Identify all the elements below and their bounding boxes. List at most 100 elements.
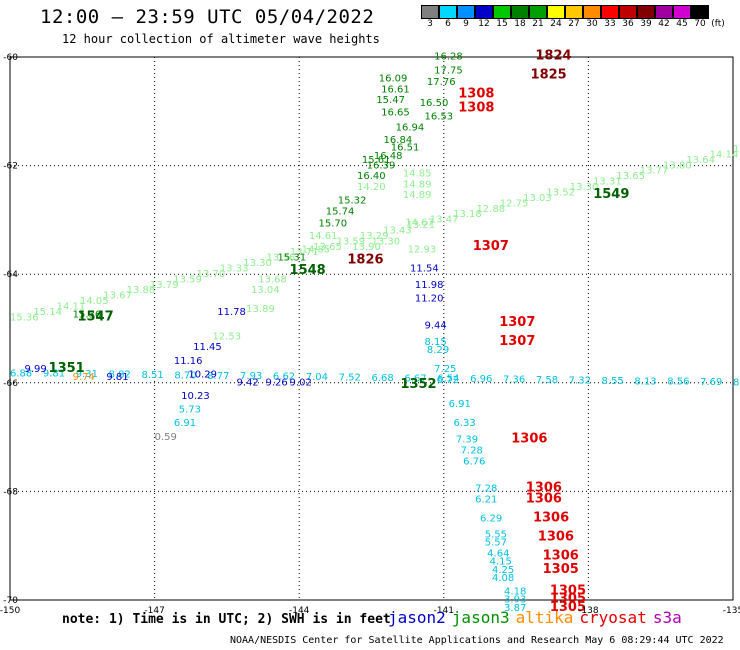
track-time-label: 1549 [593,187,629,202]
track-value-label: 13.52 [546,187,575,198]
track-value-label: 13.43 [383,225,412,236]
wave-height-label: 16.51 [391,142,420,153]
colorbar-label: 36 [622,19,634,29]
wave-height-label: 16.94 [396,122,425,133]
track-time-label: 1306 [533,510,569,525]
wave-height-label: 9.42 [237,378,259,389]
colorbar-swatch [601,5,619,19]
lat-tick-label: -70 [3,596,18,606]
page-subtitle: 12 hour collection of altimeter wave hei… [62,32,380,46]
track-value-label: 13.03 [523,193,552,204]
wave-height-label: 17.76 [427,77,456,88]
track-value-label: 13.77 [640,166,669,177]
wave-height-label: 16.61 [381,84,410,95]
track-value-label: 9.74 [73,372,95,383]
colorbar-swatch [529,5,547,19]
track-value-label: 13.29 [360,231,389,242]
track-time-label: 1352 [400,377,436,392]
wave-height-label: 16.40 [357,171,386,182]
track-value-label: 14.05 [80,296,109,307]
lon-tick-label: -147 [144,606,164,616]
wave-height-label: 13.89 [246,304,275,315]
track-value-label: 13.65 [313,242,342,253]
colorbar-label: 3 [427,19,433,29]
track-value-label: 8.56 [667,377,689,388]
wave-height-label: 7.28 [475,483,497,494]
colorbar-swatch [691,5,709,19]
wave-height-label: 16.48 [374,151,403,162]
track-value-label: 13.59 [337,236,366,247]
wave-height-label: 8.15 [425,337,447,348]
colorbar-swatch [493,5,511,19]
track-time-label: 1547 [77,309,113,324]
lat-tick-label: -68 [3,487,18,497]
wave-height-label: 16.50 [420,98,449,109]
colorbar-label: (ft) [711,19,725,29]
satellite-legend-item: jason2 [388,608,446,627]
lon-tick-label: -135 [723,606,740,616]
wave-height-label: 15.31 [278,253,307,264]
track-time-label: 1306 [526,491,562,506]
wave-height-label: 16.39 [367,160,396,171]
satellite-legend-item: jason3 [451,608,510,627]
track-value-label: 14.09 [733,144,740,155]
wave-height-label: 6.76 [463,456,485,467]
track-time-label: 1308 [458,100,494,115]
wave-height-label: 11.98 [415,280,444,291]
wave-height-label: 11.78 [217,307,246,318]
track-value-label: 13.31 [593,177,622,188]
wave-height-label: 9.02 [290,378,312,389]
wave-height-label: 3.93 [504,595,526,606]
colorbar-label: 27 [568,19,580,29]
track-value-label: 13.56 [267,253,296,264]
wave-height-label: 11.16 [174,356,203,367]
wave-height-label: 14.85 [403,168,432,179]
satellite-legend: jason2 jason3 altika cryosat s3a [388,608,688,627]
colorbar-label: 70 [694,19,706,29]
lat-tick-label: -62 [3,162,18,172]
track-labels: 15.3615.1414.1114.0513.6713.8813.7913.59… [10,144,740,388]
track-value-label: 13.30 [243,258,272,269]
wave-height-label: 6.21 [475,494,497,505]
track-value-label: 8.08 [733,378,740,389]
colorbar-swatch [619,5,637,19]
lon-tick-label: -138 [578,606,599,616]
wave-height-label: 14.85 [302,244,331,255]
track-value-label: 13.65 [616,171,645,182]
wave-height-label: 14.20 [357,182,386,193]
wave-height-label: 16.53 [425,111,454,122]
wave-height-label: 15.61 [362,155,391,166]
wave-height-label: 11.45 [193,342,222,353]
colorbar-labels: 3 6 9 12 15 18 21 24 27 30 33 36 39 42 45 70 (ft) [421,19,727,29]
track-value-label: 13.21 [406,220,435,231]
satellite-legend-item: s3a [652,608,682,627]
colorbar-label: 33 [604,19,616,29]
wave-height-label: 6.33 [453,418,475,429]
wave-height-label: 6.91 [174,418,196,429]
track-value-label: 7.69 [700,377,722,388]
satellite-legend-item: cryosat [579,608,647,627]
lat-tick-label: -64 [3,270,18,280]
track-value-label: 13.47 [430,215,459,226]
track-value-label: 13.18 [453,209,482,220]
wave-height-label: 4.08 [492,573,514,584]
track-time-label: 1307 [499,334,535,349]
wave-height-label: 7.25 [434,364,456,375]
wave-height-label: 9.44 [425,321,447,332]
wave-height-label: 15.47 [376,95,405,106]
track-value-label: 13.88 [127,285,156,296]
track-value-label: 7.52 [339,372,361,383]
track-value-label: 7.04 [306,372,328,383]
track-value-label: 6.96 [470,374,492,385]
track-value-label: 15.14 [33,307,62,318]
map-frame [9,56,734,601]
grid-lines [9,56,734,601]
colorbar-swatch [637,5,655,19]
wave-height-label: 15.74 [326,206,355,217]
footer-credit: NOAA/NESDIS Center for Satellite Applica… [230,635,724,646]
wave-height-label: 17.75 [434,65,463,76]
lon-tick-label: -150 [0,606,20,616]
colorbar-swatch [511,5,529,19]
track-value-label: 12.88 [476,204,505,215]
